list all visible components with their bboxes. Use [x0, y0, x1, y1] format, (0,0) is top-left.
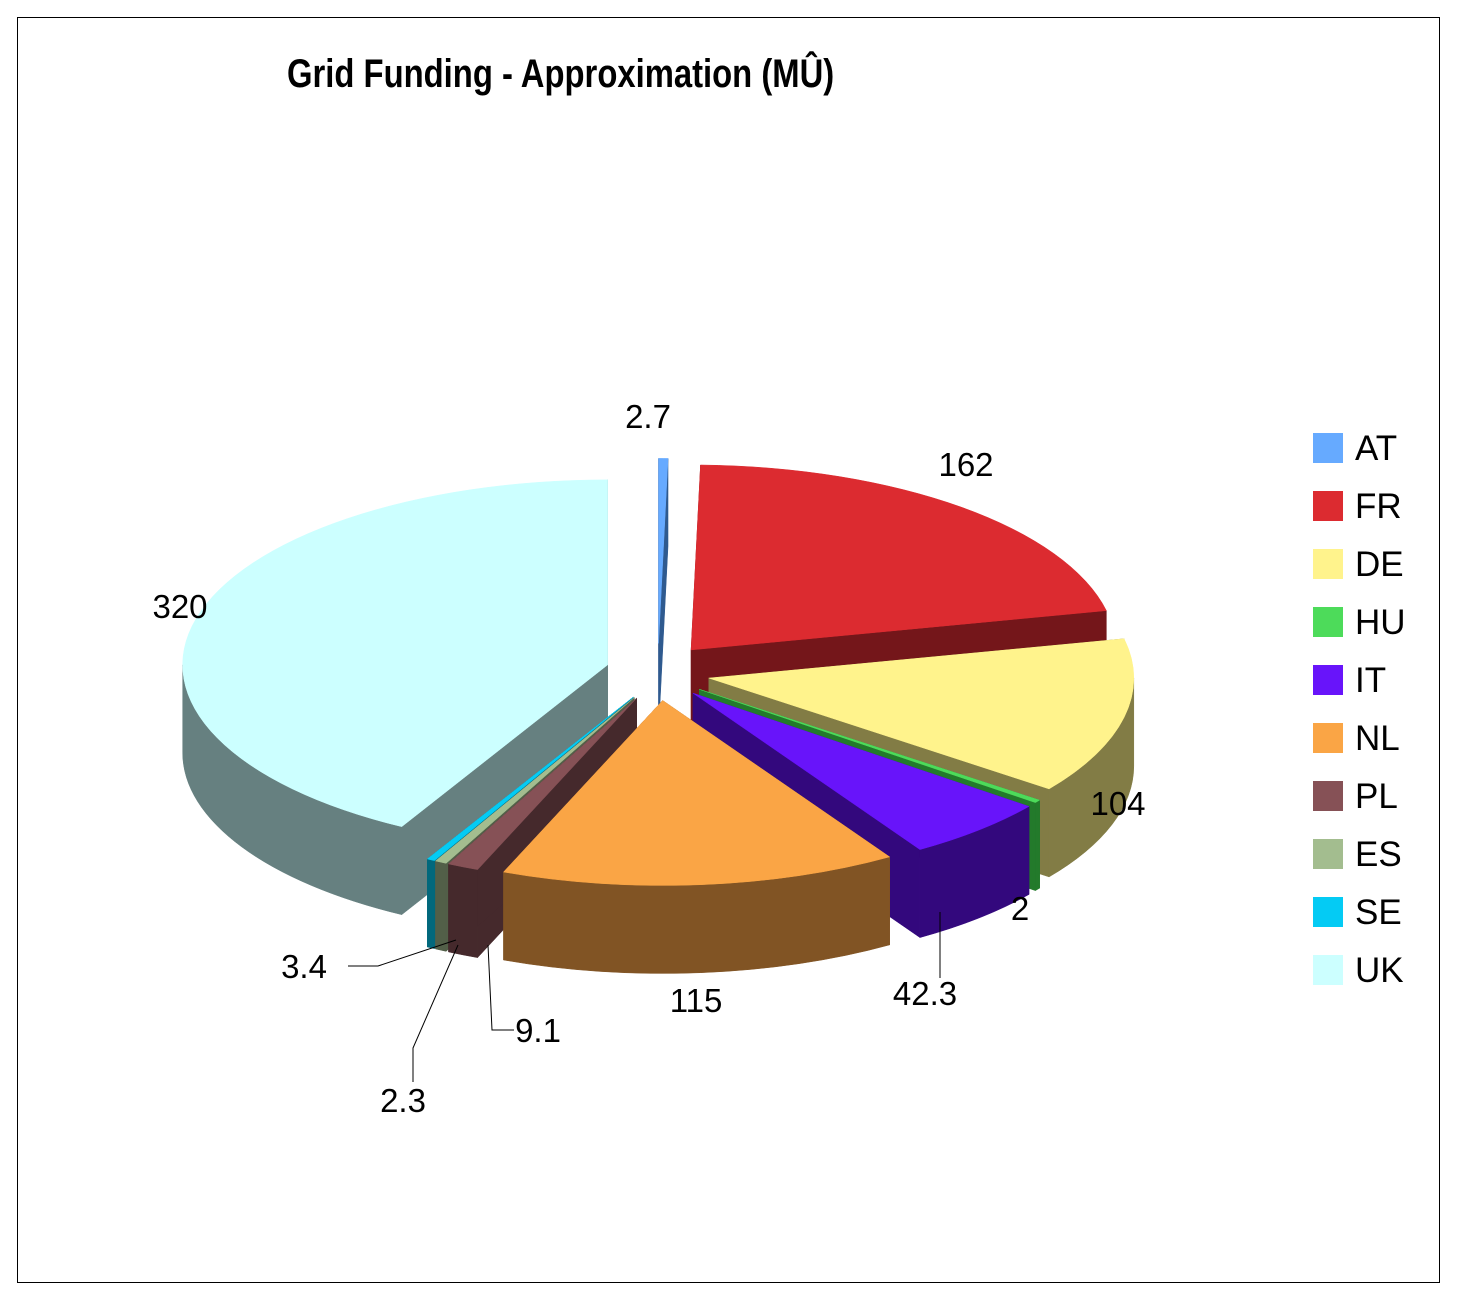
legend-label: IT — [1355, 661, 1387, 700]
slice-uk-top — [182, 479, 608, 827]
pie-leader-lines — [348, 912, 941, 1082]
legend-item-pl: PL — [1313, 777, 1433, 820]
legend-label: ES — [1355, 835, 1402, 874]
legend-label: AT — [1355, 429, 1398, 468]
value-label-se: 2.3 — [380, 1082, 426, 1119]
legend-swatch — [1313, 491, 1343, 521]
slice-es-outer-wall — [435, 860, 447, 952]
legend-item-nl: NL — [1313, 719, 1433, 762]
leader-line-pl — [487, 944, 514, 1031]
slice-se-top — [426, 696, 634, 861]
slice-se-outer-wall — [427, 858, 435, 949]
leader-line-es — [348, 939, 457, 967]
legend-swatch — [1313, 549, 1343, 579]
legend-swatch — [1313, 723, 1343, 753]
legend-swatch — [1313, 607, 1343, 637]
legend-label: HU — [1355, 603, 1406, 642]
slice-it-top — [692, 692, 1030, 850]
leader-line-se — [412, 944, 459, 1082]
value-label-es: 3.4 — [281, 948, 327, 985]
legend-item-hu: HU — [1313, 603, 1433, 646]
legend-label: SE — [1355, 893, 1402, 932]
legend-swatch — [1313, 433, 1343, 463]
value-label-hu: 2 — [1011, 890, 1029, 927]
pie-value-labels: 2.7 162 104 2 42.3 115 9.1 3.4 2.3 320 — [152, 398, 1145, 1119]
legend-swatch — [1313, 955, 1343, 985]
legend-item-uk: UK — [1313, 951, 1433, 994]
legend-item-es: ES — [1313, 835, 1433, 878]
legend-label: NL — [1355, 719, 1400, 758]
legend-label: PL — [1355, 777, 1398, 816]
legend-item-de: DE — [1313, 545, 1433, 588]
legend-label: FR — [1355, 487, 1402, 526]
value-label-fr: 162 — [938, 446, 993, 483]
legend-item-se: SE — [1313, 893, 1433, 936]
slice-nl-top — [503, 700, 891, 886]
slice-pl-top — [447, 697, 637, 870]
slice-hu-outer-wall — [1035, 799, 1040, 892]
legend-label: UK — [1355, 951, 1404, 990]
pie-tops — [182, 458, 1134, 886]
value-label-at: 2.7 — [625, 398, 671, 435]
value-label-de: 104 — [1090, 785, 1145, 822]
slice-fr-top — [690, 464, 1107, 651]
slice-pl-outer-wall — [448, 863, 478, 958]
legend-item-it: IT — [1313, 661, 1433, 704]
legend-label: DE — [1355, 545, 1404, 584]
legend-swatch — [1313, 781, 1343, 811]
value-label-it: 42.3 — [893, 975, 957, 1012]
legend-swatch — [1313, 665, 1343, 695]
slice-de-top — [708, 638, 1134, 790]
legend-swatch — [1313, 897, 1343, 927]
legend-swatch — [1313, 839, 1343, 869]
value-label-nl: 115 — [670, 982, 723, 1019]
legend-item-fr: FR — [1313, 487, 1433, 530]
value-label-uk: 320 — [152, 588, 207, 625]
slice-at-top — [658, 458, 669, 644]
legend-item-at: AT — [1313, 429, 1433, 472]
slice-es-top — [434, 697, 635, 864]
slice-hu-top — [699, 689, 1041, 803]
value-label-pl: 9.1 — [515, 1012, 561, 1049]
chart-title: Grid Funding - Approximation (MÛ) — [287, 52, 835, 96]
